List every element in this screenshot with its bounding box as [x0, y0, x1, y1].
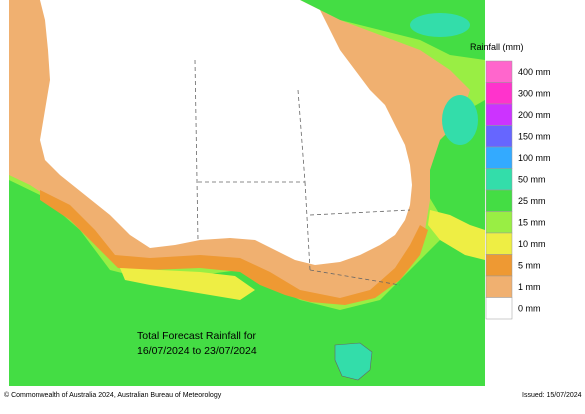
issued-date: Issued: 15/07/2024	[522, 392, 582, 399]
legend-swatch	[485, 254, 513, 277]
copyright-footer: © Commonwealth of Australia 2024, Austra…	[4, 391, 222, 399]
map-right-margin	[485, 0, 585, 40]
southern-ocean-25mm-region	[9, 180, 485, 386]
legend-swatch	[485, 125, 513, 148]
qld-nsw-border	[309, 209, 411, 216]
legend-label: 5 mm	[518, 261, 541, 271]
legend-label: 300 mm	[518, 89, 551, 99]
northeast-50mm-patch	[410, 13, 470, 37]
sa-qld-nsw-border	[304, 181, 311, 271]
legend-label: 200 mm	[518, 110, 551, 120]
legend-label: 50 mm	[518, 175, 546, 185]
wa-border	[194, 59, 199, 241]
legend-label: 0 mm	[518, 304, 541, 314]
legend-label: 1 mm	[518, 282, 541, 292]
legend-swatch	[485, 60, 513, 83]
legend-swatch	[485, 189, 513, 212]
map-right-margin-lower	[485, 340, 585, 386]
nsw-vic-border	[309, 269, 401, 286]
legend-title: Rainfall (mm)	[470, 42, 524, 52]
legend-swatch	[485, 232, 513, 255]
northwest-interior-0mm	[100, 0, 200, 35]
legend-label: 100 mm	[518, 153, 551, 163]
south-10mm-patch	[120, 268, 255, 300]
legend-swatch	[485, 146, 513, 169]
legend-swatch	[485, 168, 513, 191]
legend-label: 400 mm	[518, 67, 551, 77]
legend-label: 10 mm	[518, 239, 546, 249]
nt-qld-border	[297, 89, 306, 183]
legend-label: 15 mm	[518, 218, 546, 228]
legend-swatch	[485, 275, 513, 298]
legend-label: 150 mm	[518, 132, 551, 142]
legend-swatch	[485, 103, 513, 126]
legend-swatch	[485, 211, 513, 234]
forecast-caption-line2: 16/07/2024 to 23/07/2024	[137, 345, 257, 357]
east-coast-50mm-patch	[442, 95, 478, 145]
legend-items: 400 mm 300 mm 200 mm 150 mm 100 mm 50 mm 25 mm…	[485, 60, 551, 320]
legend-label: 25 mm	[518, 196, 546, 206]
forecast-caption-line1: Total Forecast Rainfall for	[137, 330, 257, 342]
southeast-10mm-patch	[428, 210, 485, 260]
continent-interior-0mm	[40, 0, 412, 265]
legend-swatch	[485, 82, 513, 105]
legend-swatch	[485, 297, 513, 320]
tasmania	[334, 342, 373, 381]
